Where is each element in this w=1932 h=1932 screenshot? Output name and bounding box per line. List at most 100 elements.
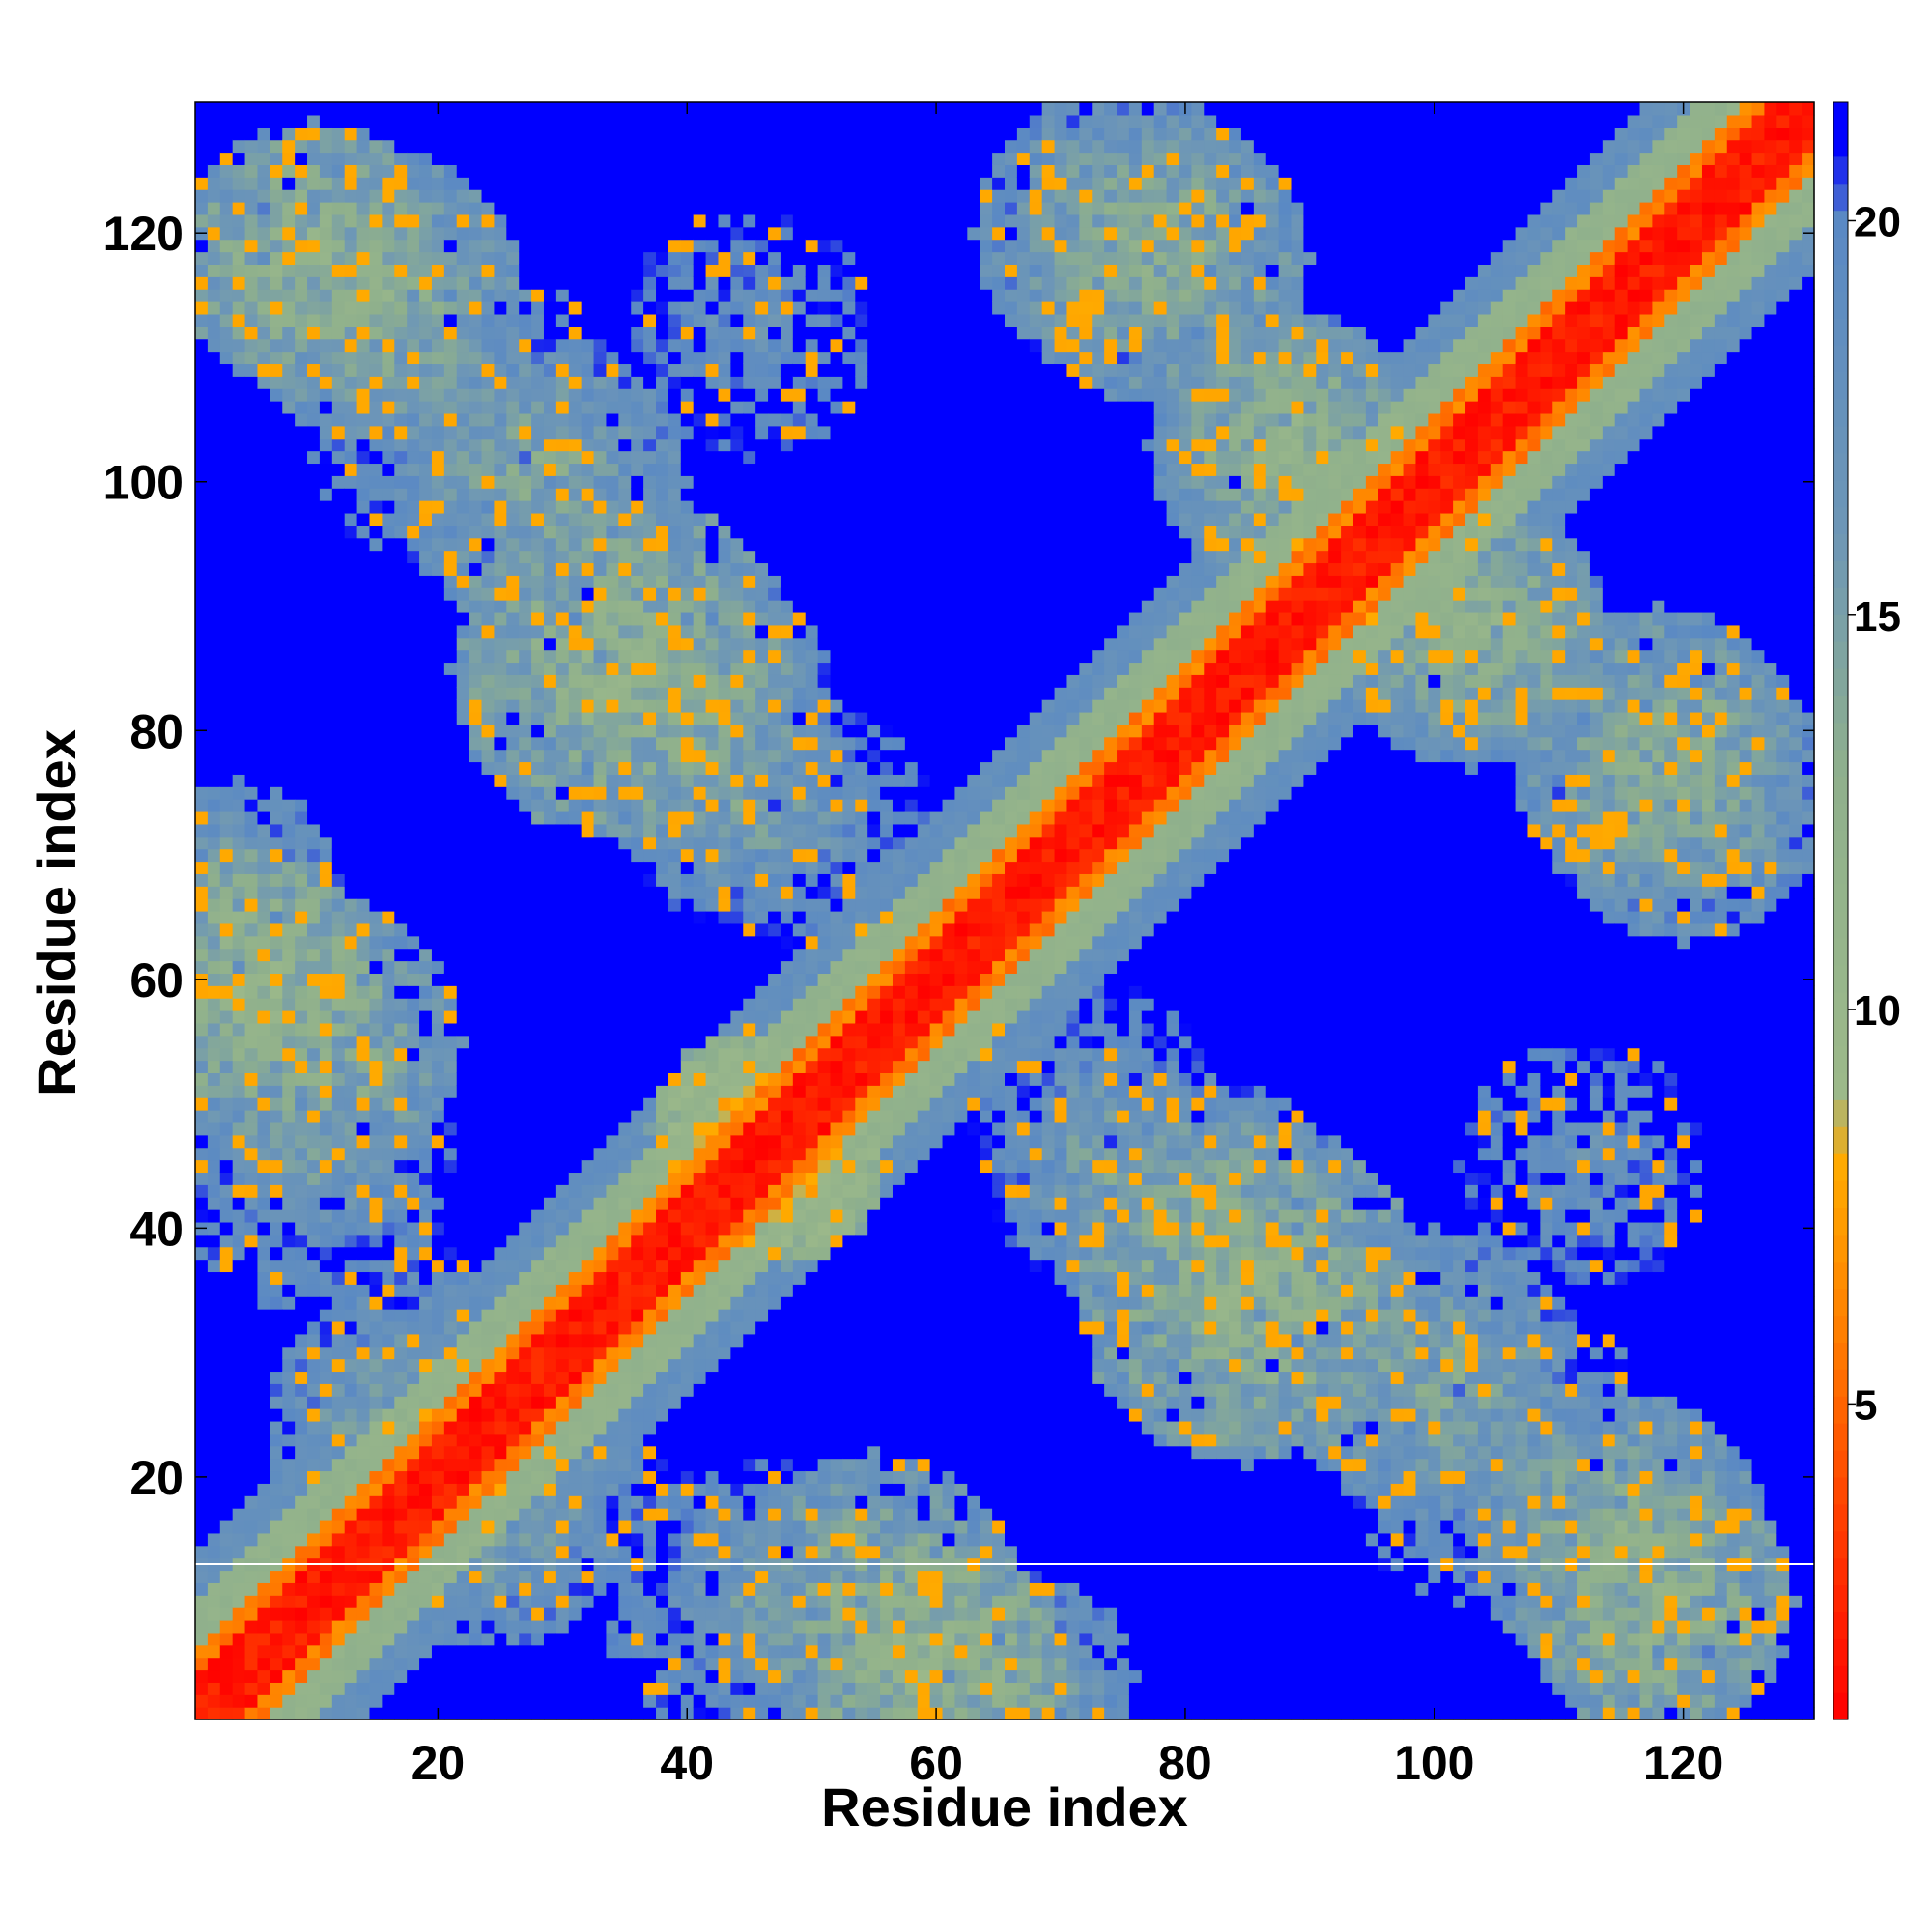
heatmap-cell: [382, 412, 395, 427]
heatmap-cell: [656, 662, 669, 675]
heatmap-cell: [656, 1545, 669, 1559]
heatmap-cell: [331, 575, 346, 588]
heatmap-cell: [568, 475, 582, 489]
heatmap-cell: [593, 388, 608, 402]
heatmap-cell: [568, 1159, 582, 1174]
heatmap-cell: [195, 687, 209, 700]
heatmap-cell: [419, 911, 433, 924]
heatmap-cell: [543, 139, 557, 154]
heatmap-cell: [344, 587, 358, 601]
heatmap-cell: [407, 450, 420, 465]
heatmap-cell: [519, 1694, 532, 1708]
heatmap-cell: [295, 1047, 308, 1062]
heatmap-cell: [270, 786, 283, 800]
heatmap-cell: [618, 338, 632, 353]
heatmap-cell: [606, 139, 619, 154]
heatmap-cell: [481, 587, 496, 601]
heatmap-cell: [494, 637, 507, 651]
heatmap-cell: [244, 1271, 259, 1285]
heatmap-cell: [618, 1197, 632, 1210]
heatmap-cell: [481, 1619, 496, 1634]
heatmap-cell: [257, 724, 270, 738]
heatmap-cell: [581, 264, 595, 277]
heatmap-cell: [456, 239, 470, 253]
heatmap-cell: [407, 537, 420, 552]
heatmap-cell: [494, 488, 507, 501]
heatmap-cell: [270, 985, 283, 999]
heatmap-cell: [668, 1134, 682, 1149]
heatmap-cell: [394, 1508, 408, 1521]
heatmap-cell: [219, 450, 234, 465]
heatmap-cell: [407, 1520, 420, 1534]
heatmap-cell: [295, 1159, 308, 1174]
heatmap-cell: [244, 886, 259, 899]
heatmap-cell: [369, 1607, 383, 1621]
heatmap-cell: [443, 1420, 458, 1435]
heatmap-cell: [331, 1707, 346, 1720]
heatmap-cell: [631, 127, 644, 141]
heatmap-cell: [581, 823, 595, 838]
heatmap-cell: [581, 1669, 595, 1683]
heatmap-cell: [431, 1147, 445, 1161]
heatmap-cell: [668, 998, 682, 1011]
heatmap-cell: [606, 774, 619, 787]
heatmap-cell: [394, 1333, 408, 1348]
heatmap-cell: [469, 213, 483, 228]
heatmap-cell: [207, 836, 221, 850]
heatmap-cell: [195, 1110, 209, 1123]
heatmap-cell: [656, 749, 669, 763]
heatmap-cell: [257, 500, 270, 514]
heatmap-cell: [419, 861, 433, 874]
heatmap-cell: [469, 1632, 483, 1646]
heatmap-cell: [506, 1607, 520, 1621]
heatmap-cell: [270, 724, 283, 738]
heatmap-cell: [307, 1582, 321, 1596]
heatmap-cell: [543, 1010, 557, 1024]
heatmap-cell: [270, 351, 283, 365]
heatmap-cell: [282, 1010, 296, 1024]
heatmap-cell: [618, 649, 632, 664]
heatmap-cell: [481, 1259, 496, 1273]
heatmap-cell: [331, 861, 346, 874]
heatmap-cell: [481, 611, 496, 626]
heatmap-cell: [295, 388, 308, 402]
heatmap-cell: [631, 401, 644, 414]
heatmap-cell: [618, 674, 632, 688]
heatmap-cell: [631, 960, 644, 974]
heatmap-cell: [531, 537, 545, 552]
heatmap-cell: [481, 1296, 496, 1310]
heatmap-cell: [593, 575, 608, 588]
heatmap-cell: [295, 1035, 308, 1049]
heatmap-cell: [519, 152, 532, 165]
heatmap-cell: [643, 1619, 657, 1634]
heatmap-cell: [382, 1358, 395, 1373]
heatmap-cell: [543, 1358, 557, 1373]
heatmap-cell: [344, 1072, 358, 1086]
heatmap-cell: [394, 973, 408, 986]
heatmap-cell: [369, 1072, 383, 1086]
heatmap-cell: [631, 1694, 644, 1708]
heatmap-cell: [319, 1296, 333, 1310]
heatmap-cell: [232, 1383, 246, 1397]
heatmap-cell: [606, 313, 619, 327]
heatmap-cell: [555, 488, 570, 501]
heatmap-cell: [543, 189, 557, 203]
heatmap-cell: [593, 1433, 608, 1447]
heatmap-cell: [618, 213, 632, 228]
heatmap-cell: [618, 401, 632, 414]
heatmap-cell: [568, 711, 582, 725]
heatmap-cell: [232, 289, 246, 302]
heatmap-cell: [606, 1582, 619, 1596]
heatmap-cell: [319, 1408, 333, 1422]
heatmap-cell: [555, 1047, 570, 1062]
heatmap-cell: [419, 1520, 433, 1534]
heatmap-cell: [270, 1110, 283, 1123]
heatmap-cell: [431, 412, 445, 427]
heatmap-cell: [394, 1408, 408, 1422]
heatmap-cell: [643, 637, 657, 651]
heatmap-cell: [606, 911, 619, 924]
heatmap-cell: [668, 1694, 682, 1708]
heatmap-cell: [469, 873, 483, 887]
heatmap-cell: [407, 911, 420, 924]
heatmap-cell: [319, 500, 333, 514]
